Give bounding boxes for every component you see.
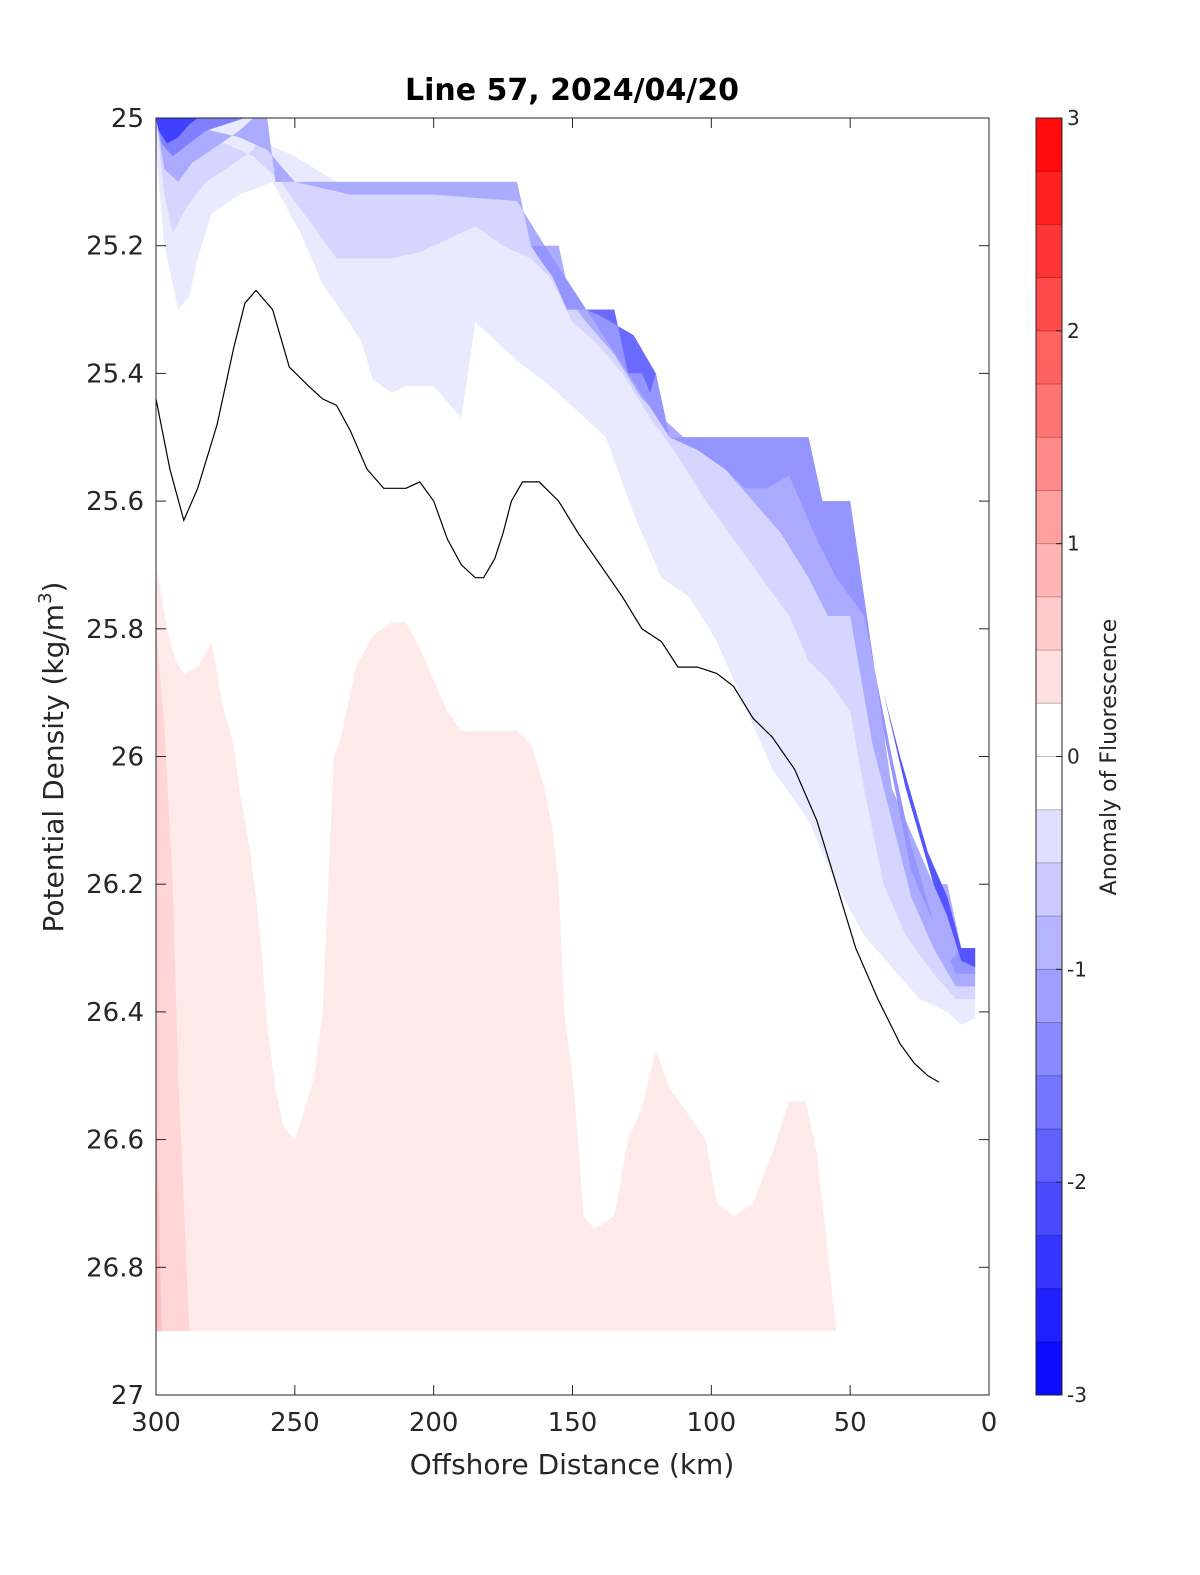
colorbar-step	[1036, 171, 1062, 225]
y-axis-label-main: Potential Density (kg/m	[37, 604, 70, 933]
zero-contour-line	[155, 289, 940, 1083]
colorbar-step	[1036, 1128, 1062, 1183]
y-tick-label: 27	[111, 1381, 144, 1411]
y-tick-label: 26.6	[86, 1126, 144, 1156]
contour-region-10	[156, 628, 190, 1332]
colorbar-tick-label: 1	[1067, 532, 1080, 556]
y-tick-label: 25.8	[86, 615, 144, 645]
contour-region-8	[156, 118, 198, 144]
colorbar-step	[1036, 862, 1062, 917]
colorbar-step	[1036, 330, 1062, 385]
colorbar-label: Anomaly of Fluorescence	[1097, 619, 1122, 896]
contour-region-6	[586, 309, 656, 393]
colorbar-step	[1036, 1022, 1062, 1077]
x-tick-label: 150	[548, 1408, 598, 1438]
chart-title: Line 57, 2024/04/20	[405, 73, 739, 108]
plot-area	[155, 117, 990, 1396]
colorbar-step	[1036, 277, 1062, 332]
x-tick-labels: 300 250 200 150 100 50 0	[131, 1408, 997, 1438]
x-tick-label: 50	[834, 1408, 867, 1438]
colorbar-tick-label: 3	[1067, 106, 1080, 130]
x-axis-label: Offshore Distance (km)	[410, 1448, 735, 1481]
colorbar-step	[1036, 809, 1062, 864]
y-tick-label: 26.2	[86, 870, 144, 900]
colorbar: 3 2 1 0 -1 -2 -3 Anomaly of Fluorescence	[1035, 106, 1122, 1407]
colorbar-step	[1036, 543, 1062, 598]
contour-region-9	[156, 564, 837, 1332]
y-axis-label-sup: 3	[35, 592, 56, 603]
y-axis-label: Potential Density (kg/m3)	[35, 582, 70, 933]
colorbar-step	[1036, 596, 1062, 651]
colorbar-step	[1036, 969, 1062, 1024]
y-axis-label-end: )	[37, 582, 70, 593]
colorbar-step	[1036, 384, 1062, 438]
colorbar-step	[1036, 118, 1062, 172]
x-tick-label: 0	[981, 1408, 998, 1438]
y-tick-label: 26.4	[86, 998, 144, 1028]
colorbar-ticks: 3 2 1 0 -1 -2 -3	[1056, 106, 1087, 1407]
colorbar-tick-label: 0	[1067, 745, 1080, 769]
colorbar-step	[1036, 1288, 1062, 1343]
contour-fill-regions	[156, 118, 976, 1332]
colorbar-tick-label: 2	[1067, 319, 1080, 343]
y-tick-labels: 25 25.2 25.4 25.6 25.8 26 26.2 26.4 26.6 26.8 27	[86, 104, 144, 1411]
colorbar-tick-label: -3	[1067, 1383, 1087, 1407]
x-tick-label: 250	[270, 1408, 320, 1438]
colorbar-tick-label: -2	[1067, 1170, 1087, 1194]
x-tick-label: 300	[131, 1408, 181, 1438]
y-tick-label: 25	[111, 104, 144, 134]
colorbar-step	[1036, 224, 1062, 279]
contour-region-11	[156, 1107, 162, 1332]
x-tick-label: 200	[409, 1408, 459, 1438]
x-tick-label: 100	[687, 1408, 737, 1438]
colorbar-step	[1036, 1235, 1062, 1290]
y-tick-label: 25.2	[86, 232, 144, 262]
colorbar-step	[1036, 1075, 1062, 1130]
colorbar-step	[1036, 756, 1062, 811]
colorbar-tick-label: -1	[1067, 957, 1087, 981]
colorbar-step	[1036, 650, 1062, 704]
colorbar-steps	[1036, 117, 1062, 1396]
y-tick-label: 26.8	[86, 1253, 144, 1283]
y-tick-label: 25.6	[86, 487, 144, 517]
colorbar-step	[1036, 916, 1062, 970]
axis-ticks	[155, 117, 990, 1396]
y-tick-label: 26	[111, 743, 144, 773]
y-tick-label: 25.4	[86, 359, 144, 389]
colorbar-step	[1036, 1182, 1062, 1236]
colorbar-step	[1036, 703, 1062, 757]
colorbar-step	[1036, 437, 1062, 491]
colorbar-step	[1036, 490, 1062, 545]
colorbar-step	[1036, 1341, 1062, 1396]
